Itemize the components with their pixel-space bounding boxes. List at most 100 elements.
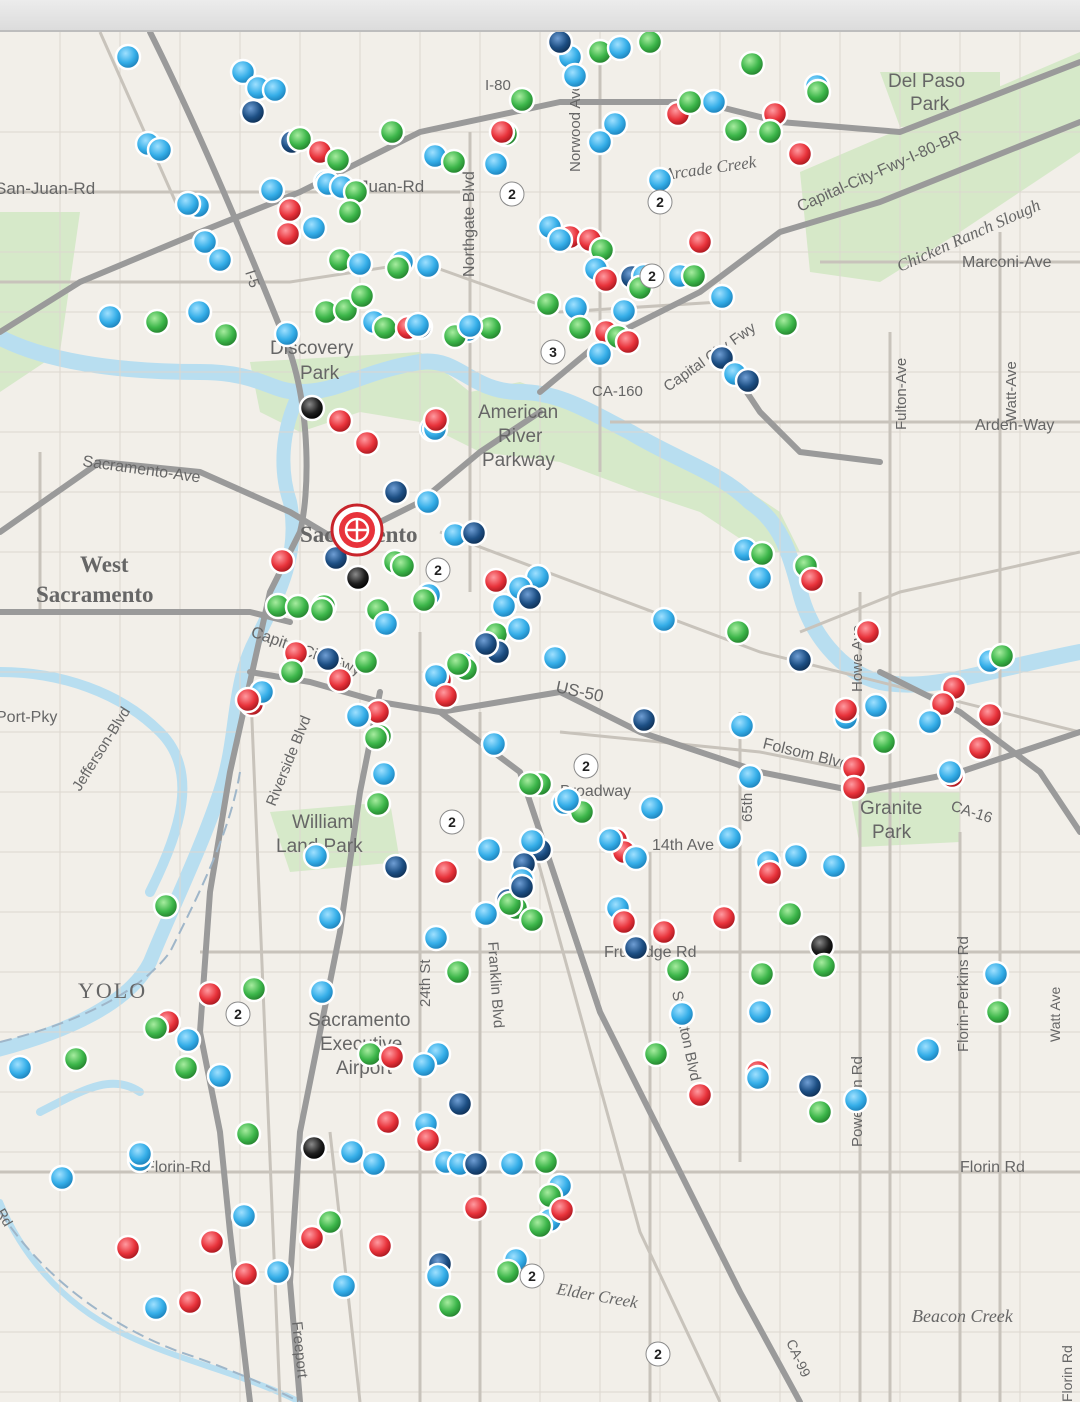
incident-marker-blue[interactable] — [300, 214, 328, 242]
incident-marker-green[interactable] — [364, 790, 392, 818]
incident-marker-green[interactable] — [212, 321, 240, 349]
incident-marker-blue[interactable] — [638, 794, 666, 822]
incident-marker-red[interactable] — [196, 980, 224, 1008]
incident-marker-green[interactable] — [444, 958, 472, 986]
incident-marker-green[interactable] — [636, 32, 664, 56]
incident-marker-green[interactable] — [810, 952, 838, 980]
incident-marker-blue[interactable] — [936, 758, 964, 786]
incident-marker-blue[interactable] — [273, 320, 301, 348]
incident-marker-navy[interactable] — [239, 98, 267, 126]
incident-marker-blue[interactable] — [482, 150, 510, 178]
cluster-badge-circle[interactable] — [439, 809, 465, 835]
incident-marker-blue[interactable] — [6, 1054, 34, 1082]
incident-marker-blue[interactable] — [302, 842, 330, 870]
incident-marker-green[interactable] — [516, 770, 544, 798]
incident-marker-blue[interactable] — [982, 960, 1010, 988]
incident-marker-navy[interactable] — [786, 646, 814, 674]
incident-marker-red[interactable] — [298, 1224, 326, 1252]
incident-marker-green[interactable] — [362, 724, 390, 752]
incident-marker-blue[interactable] — [561, 62, 589, 90]
incident-marker-red[interactable] — [366, 1232, 394, 1260]
incident-marker-blue[interactable] — [518, 827, 546, 855]
incident-marker-red[interactable] — [274, 220, 302, 248]
cluster-badges[interactable]: 2 2 2 3 2 2 2 2 2 2 — [225, 181, 673, 1367]
incident-marker-blue[interactable] — [586, 128, 614, 156]
incident-marker-blue[interactable] — [344, 702, 372, 730]
incident-marker-blue[interactable] — [206, 246, 234, 274]
incident-marker-red[interactable] — [798, 566, 826, 594]
cluster-badge-circle[interactable] — [425, 557, 451, 583]
cluster-badge-circle[interactable] — [499, 181, 525, 207]
incident-marker-blue[interactable] — [820, 852, 848, 880]
cluster-badge[interactable]: 2 — [499, 181, 525, 207]
incident-marker-navy[interactable] — [382, 478, 410, 506]
cluster-badge[interactable]: 2 — [425, 557, 451, 583]
incident-marker-green[interactable] — [724, 618, 752, 646]
incident-marker-blue[interactable] — [338, 1138, 366, 1166]
incident-marker-red[interactable] — [353, 429, 381, 457]
incident-marker-blue[interactable] — [646, 166, 674, 194]
incident-marker-green[interactable] — [389, 552, 417, 580]
incident-marker-blue[interactable] — [96, 303, 124, 331]
incident-marker-red[interactable] — [482, 567, 510, 595]
incident-marker-blue[interactable] — [206, 1062, 234, 1090]
incident-marker-navy[interactable] — [382, 853, 410, 881]
incident-marker-blue[interactable] — [330, 1272, 358, 1300]
incident-marker-navy[interactable] — [462, 1150, 490, 1178]
incident-marker-blue[interactable] — [370, 760, 398, 788]
incident-marker-blue[interactable] — [414, 252, 442, 280]
incident-marker-black[interactable] — [344, 564, 372, 592]
incident-marker-navy[interactable] — [796, 1072, 824, 1100]
incident-marker-green[interactable] — [680, 262, 708, 290]
incident-marker-blue[interactable] — [862, 692, 890, 720]
incident-marker-blue[interactable] — [316, 904, 344, 932]
cluster-badge-circle[interactable] — [647, 189, 673, 215]
incident-marker-blue[interactable] — [842, 1086, 870, 1114]
incident-marker-red[interactable] — [422, 406, 450, 434]
incident-marker-blue[interactable] — [668, 1000, 696, 1028]
map-canvas[interactable]: San-Juan-Rd Juan-Rd I-80 Del Paso Park C… — [0, 32, 1080, 1402]
incident-marker-green[interactable] — [722, 116, 750, 144]
incident-marker-blue[interactable] — [422, 924, 450, 952]
incident-marker-navy[interactable] — [622, 934, 650, 962]
incident-marker-green[interactable] — [676, 88, 704, 116]
incident-marker-navy[interactable] — [734, 367, 762, 395]
incident-marker-green[interactable] — [508, 86, 536, 114]
incident-marker-green[interactable] — [870, 728, 898, 756]
incident-marker-green[interactable] — [566, 314, 594, 342]
incident-marker-red[interactable] — [614, 328, 642, 356]
incident-marker-navy[interactable] — [546, 32, 574, 56]
incident-marker-green[interactable] — [440, 148, 468, 176]
incident-marker-green[interactable] — [444, 650, 472, 678]
incident-marker-blue[interactable] — [610, 297, 638, 325]
locate-icon[interactable] — [330, 503, 384, 557]
incident-marker-red[interactable] — [114, 1234, 142, 1262]
incident-marker-green[interactable] — [988, 642, 1016, 670]
incident-marker-green[interactable] — [142, 1014, 170, 1042]
incident-marker-blue[interactable] — [736, 763, 764, 791]
incident-marker-red[interactable] — [488, 118, 516, 146]
incident-marker-green[interactable] — [371, 314, 399, 342]
incident-marker-blue[interactable] — [410, 1051, 438, 1079]
incident-marker-blue[interactable] — [716, 824, 744, 852]
incident-marker-blue[interactable] — [185, 298, 213, 326]
incident-marker-blue[interactable] — [650, 606, 678, 634]
incident-marker-blue[interactable] — [456, 312, 484, 340]
incident-marker-blue[interactable] — [475, 836, 503, 864]
incident-marker-red[interactable] — [268, 547, 296, 575]
incident-marker-green[interactable] — [756, 118, 784, 146]
cluster-badge[interactable]: 2 — [645, 1341, 671, 1367]
incident-marker-blue[interactable] — [782, 842, 810, 870]
incident-marker-green[interactable] — [748, 960, 776, 988]
incident-marker-blue[interactable] — [505, 615, 533, 643]
incident-marker-green[interactable] — [356, 1040, 384, 1068]
incident-marker-red[interactable] — [686, 228, 714, 256]
incident-marker-green[interactable] — [526, 1212, 554, 1240]
incident-marker-green[interactable] — [748, 540, 776, 568]
incident-marker-navy[interactable] — [460, 519, 488, 547]
incident-marker-blue[interactable] — [498, 1150, 526, 1178]
incident-marker-red[interactable] — [462, 1194, 490, 1222]
cluster-badge[interactable]: 2 — [647, 189, 673, 215]
incident-marker-blue[interactable] — [746, 998, 774, 1026]
incident-marker-green[interactable] — [806, 1098, 834, 1126]
